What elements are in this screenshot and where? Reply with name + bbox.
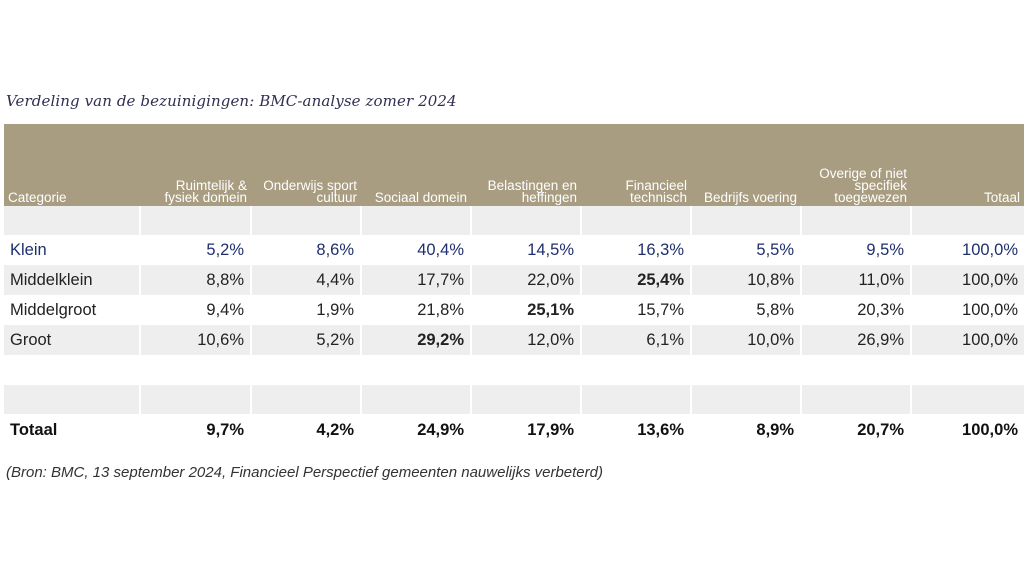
header-totaal: Totaal — [911, 124, 1024, 206]
cell: 26,9% — [801, 325, 912, 355]
total-cell: 13,6% — [581, 414, 692, 446]
cell: 5,2% — [140, 235, 252, 265]
row-label: Middelklein — [4, 265, 141, 295]
cell: 15,7% — [581, 295, 692, 325]
cell-highlight: 25,4% — [581, 265, 692, 295]
table-title: Verdeling van de bezuinigingen: BMC-anal… — [6, 92, 457, 110]
bezuinigingen-table: Categorie Ruimtelijk & fysiek domein Ond… — [4, 124, 1024, 446]
cell: 20,3% — [801, 295, 912, 325]
spacer-row — [4, 385, 1024, 414]
cell: 4,4% — [251, 265, 362, 295]
header-onderwijs: Onderwijs sport cultuur — [251, 124, 361, 206]
row-label: Klein — [4, 235, 141, 265]
cell: 1,9% — [251, 295, 362, 325]
header-bedrijfsvoering: Bedrijfs voering — [691, 124, 801, 206]
header-ruimtelijk: Ruimtelijk & fysiek domein — [140, 124, 251, 206]
total-cell: 17,9% — [471, 414, 582, 446]
header-financieel: Financieel technisch — [581, 124, 691, 206]
table-row: Klein 5,2% 8,6% 40,4% 14,5% 16,3% 5,5% 9… — [4, 235, 1024, 265]
row-label: Groot — [4, 325, 141, 355]
cell: 5,8% — [691, 295, 802, 325]
cell: 100,0% — [911, 295, 1024, 325]
table-row: Middelgroot 9,4% 1,9% 21,8% 25,1% 15,7% … — [4, 295, 1024, 325]
header-sociaal: Sociaal domein — [361, 124, 471, 206]
cell: 9,4% — [140, 295, 252, 325]
cell: 14,5% — [471, 235, 582, 265]
table-row: Middelklein 8,8% 4,4% 17,7% 22,0% 25,4% … — [4, 265, 1024, 295]
cell: 8,6% — [251, 235, 362, 265]
header-belastingen: Belastingen en heffingen — [471, 124, 581, 206]
cell: 9,5% — [801, 235, 912, 265]
cell: 100,0% — [911, 325, 1024, 355]
table-row: Groot 10,6% 5,2% 29,2% 12,0% 6,1% 10,0% … — [4, 325, 1024, 355]
cell-highlight: 25,1% — [471, 295, 582, 325]
total-cell: 100,0% — [911, 414, 1024, 446]
cell: 5,2% — [251, 325, 362, 355]
cell: 12,0% — [471, 325, 582, 355]
header-categorie: Categorie — [4, 124, 140, 206]
total-cell: 20,7% — [801, 414, 912, 446]
cell: 10,6% — [140, 325, 252, 355]
cell: 5,5% — [691, 235, 802, 265]
cell-highlight: 29,2% — [361, 325, 472, 355]
cell: 22,0% — [471, 265, 582, 295]
cell: 10,0% — [691, 325, 802, 355]
total-cell: 4,2% — [251, 414, 362, 446]
cell: 21,8% — [361, 295, 472, 325]
spacer-row — [4, 206, 1024, 235]
cell: 6,1% — [581, 325, 692, 355]
spacer-row — [4, 355, 1024, 385]
cell: 10,8% — [691, 265, 802, 295]
total-label: Totaal — [4, 414, 141, 446]
total-cell: 8,9% — [691, 414, 802, 446]
cell: 100,0% — [911, 235, 1024, 265]
total-cell: 24,9% — [361, 414, 472, 446]
total-cell: 9,7% — [140, 414, 252, 446]
source-note: (Bron: BMC, 13 september 2024, Financiee… — [6, 464, 603, 481]
cell: 16,3% — [581, 235, 692, 265]
cell: 8,8% — [140, 265, 252, 295]
cell: 11,0% — [801, 265, 912, 295]
cell: 17,7% — [361, 265, 472, 295]
cell: 100,0% — [911, 265, 1024, 295]
total-row: Totaal 9,7% 4,2% 24,9% 17,9% 13,6% 8,9% … — [4, 414, 1024, 446]
header-row: Categorie Ruimtelijk & fysiek domein Ond… — [4, 124, 1024, 206]
row-label: Middelgroot — [4, 295, 141, 325]
header-overige: Overige of niet specifiek toegewezen — [801, 124, 911, 206]
cell: 40,4% — [361, 235, 472, 265]
